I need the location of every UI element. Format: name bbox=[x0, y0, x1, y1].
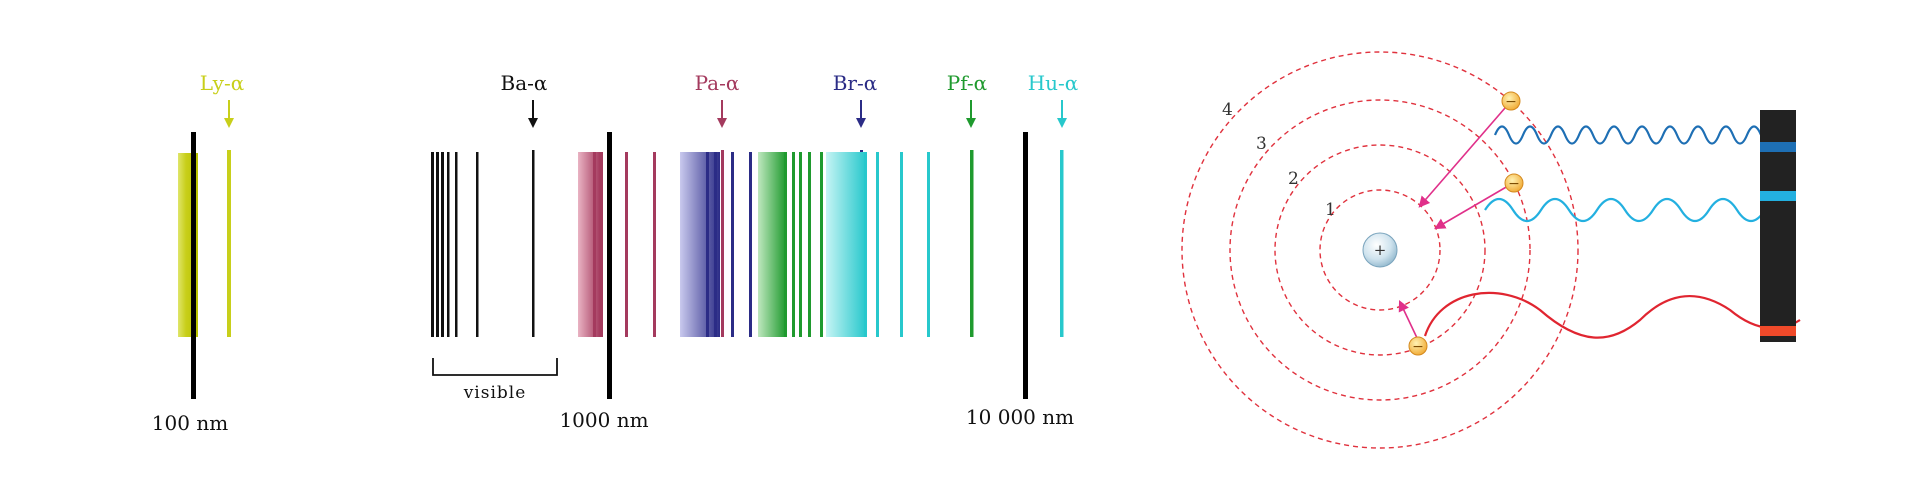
photon-wave-blue bbox=[1493, 125, 1789, 145]
lyman-alpha-line bbox=[227, 150, 231, 337]
transition-arrow-2-to-1 bbox=[1398, 299, 1419, 341]
series-label-br: Br-α bbox=[833, 71, 878, 95]
humphreys-line bbox=[900, 152, 903, 337]
brackett-series-lines bbox=[680, 150, 863, 337]
lyman-series-band bbox=[178, 150, 231, 337]
visible-label: visible bbox=[463, 383, 527, 403]
pfund-line bbox=[784, 152, 787, 337]
photon-wave-red bbox=[1423, 291, 1801, 339]
electron-middle: − bbox=[1504, 173, 1524, 193]
balmer-series-lines bbox=[431, 150, 535, 337]
screen-line-blue bbox=[1760, 142, 1796, 152]
series-arrow-ba bbox=[528, 100, 538, 128]
pfund-line bbox=[820, 152, 823, 337]
scale-marker-10000nm bbox=[1023, 132, 1028, 399]
balmer-line bbox=[476, 152, 479, 337]
series-arrow-ly bbox=[224, 100, 234, 128]
series-arrow-pf bbox=[966, 100, 976, 128]
pfund-alpha-line bbox=[970, 150, 974, 337]
pfund-continuum-band bbox=[758, 152, 786, 337]
transition-arrow-3-to-1 bbox=[1434, 185, 1509, 230]
orbits bbox=[1181, 51, 1579, 449]
pfund-line bbox=[808, 152, 811, 337]
brackett-line bbox=[749, 152, 752, 337]
humphreys-line bbox=[876, 152, 879, 337]
balmer-line bbox=[441, 152, 444, 337]
scale-marker-1000nm bbox=[607, 132, 612, 399]
humphreys-series-lines bbox=[826, 150, 1064, 337]
pfund-line bbox=[799, 152, 802, 337]
brackett-line bbox=[714, 152, 717, 337]
electron-symbol: − bbox=[1505, 94, 1517, 110]
screen-line-cyan bbox=[1760, 191, 1796, 201]
orbit-label-1: 1 bbox=[1325, 200, 1336, 220]
spectrum-screen bbox=[1760, 110, 1796, 342]
transition-arrows bbox=[1398, 107, 1509, 341]
nucleus-symbol: + bbox=[1374, 241, 1387, 259]
scale-label-100nm: 100 nm bbox=[152, 411, 228, 435]
brackett-continuum-band bbox=[680, 152, 720, 337]
transition-arrow-4-to-1 bbox=[1418, 107, 1506, 208]
photon-wave-cyan bbox=[1484, 197, 1787, 223]
series-arrow-pa bbox=[717, 100, 727, 128]
brackett-line bbox=[706, 152, 709, 337]
humphreys-continuum-band bbox=[826, 152, 866, 337]
paschen-alpha-line bbox=[721, 150, 724, 337]
orbit-1 bbox=[1319, 189, 1441, 311]
scale-marker-100nm bbox=[191, 132, 196, 399]
humphreys-line bbox=[864, 152, 867, 337]
humphreys-line bbox=[927, 152, 930, 337]
scale-markers bbox=[191, 132, 1028, 399]
balmer-line bbox=[431, 152, 434, 337]
orbit-4 bbox=[1181, 51, 1579, 449]
visible-bracket: visible bbox=[432, 358, 558, 403]
scale-label-10000nm: 10 000 nm bbox=[966, 405, 1074, 429]
pfund-series-lines bbox=[758, 150, 974, 337]
series-label-ly: Ly-α bbox=[200, 71, 245, 95]
paschen-series-lines bbox=[578, 150, 724, 337]
orbit-label-2: 2 bbox=[1288, 169, 1299, 189]
series-label-pf: Pf-α bbox=[947, 71, 987, 95]
pfund-line bbox=[792, 152, 795, 337]
paschen-line bbox=[600, 152, 603, 337]
series-arrow-br bbox=[856, 100, 866, 128]
series-label-hu: Hu-α bbox=[1028, 71, 1079, 95]
screen-line-red bbox=[1760, 326, 1796, 336]
electron-symbol: − bbox=[1508, 176, 1520, 192]
bohr-atom-diagram: 1 2 3 4 + − − − bbox=[1181, 51, 1801, 449]
humphreys-alpha-line bbox=[1060, 150, 1064, 337]
orbit-3 bbox=[1229, 99, 1531, 401]
paschen-continuum-band bbox=[578, 152, 600, 337]
brackett-line bbox=[731, 152, 734, 337]
series-arrow-hu bbox=[1057, 100, 1067, 128]
series-label-pa: Pa-α bbox=[695, 71, 740, 95]
balmer-alpha-line bbox=[532, 150, 535, 337]
balmer-line bbox=[447, 152, 450, 337]
paschen-line bbox=[625, 152, 628, 337]
paschen-line bbox=[593, 152, 596, 337]
scale-label-1000nm: 1000 nm bbox=[559, 408, 648, 432]
paschen-line bbox=[653, 152, 656, 337]
orbit-2 bbox=[1274, 144, 1486, 356]
series-label-ba: Ba-α bbox=[501, 71, 548, 95]
hydrogen-spectrum: Ly-α Ba-α Pa-α Br-α Pf-α Hu-α bbox=[152, 71, 1078, 435]
balmer-line bbox=[436, 152, 439, 337]
orbit-label-4: 4 bbox=[1222, 100, 1233, 120]
series-labels: Ly-α Ba-α Pa-α Br-α Pf-α Hu-α bbox=[200, 71, 1079, 128]
electron-bottom: − bbox=[1408, 336, 1428, 356]
nucleus: + bbox=[1362, 232, 1398, 268]
balmer-line bbox=[455, 152, 458, 337]
orbit-label-3: 3 bbox=[1256, 134, 1267, 154]
electron-symbol: − bbox=[1412, 339, 1424, 355]
electron-top: − bbox=[1501, 91, 1521, 111]
